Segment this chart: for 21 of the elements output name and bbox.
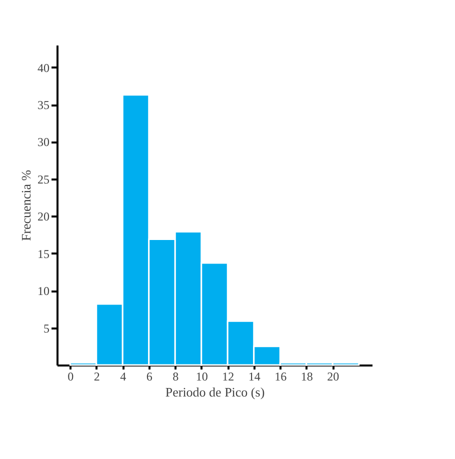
y-tick-label: 5 [44, 321, 50, 336]
x-tick-label: 10 [196, 370, 208, 384]
y-tick-label: 25 [38, 172, 50, 186]
y-tick-label: 15 [38, 246, 50, 261]
x-tick-label: 14 [248, 370, 260, 384]
y-tick-label: 10 [38, 284, 50, 298]
x-tick-label: 12 [222, 370, 234, 384]
y-tick-label: 40 [38, 60, 50, 75]
x-tick-label: 16 [274, 370, 287, 384]
y-axis-title: Frecuencia % [18, 170, 34, 242]
x-tick-label: 6 [146, 370, 152, 384]
y-tick-label: 35 [38, 98, 50, 112]
x-tick-label: 2 [94, 370, 100, 384]
x-tick-label: 8 [172, 370, 179, 384]
x-tick-label: 0 [68, 370, 74, 384]
x-axis-title: Periodo de Pico (s) [165, 384, 265, 400]
x-tick-label: 18 [300, 370, 313, 384]
y-tick-label: 20 [38, 210, 50, 224]
x-tick-label: 20 [327, 370, 340, 384]
x-tick-label: 4 [120, 370, 126, 384]
y-tick-label: 30 [38, 135, 50, 150]
